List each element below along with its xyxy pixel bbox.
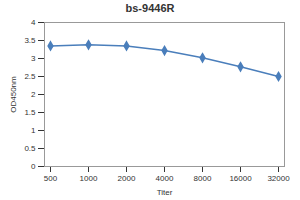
svg-text:0.5: 0.5 — [24, 144, 36, 153]
svg-text:Titer: Titer — [157, 188, 173, 197]
svg-text:1.5: 1.5 — [24, 108, 36, 117]
svg-text:4000: 4000 — [156, 174, 174, 183]
html-text:bs-9446R: bs-9446R — [125, 2, 175, 14]
svg-text:OD450nm: OD450nm — [9, 76, 18, 113]
svg-text:3: 3 — [31, 54, 36, 63]
svg-text:2.5: 2.5 — [24, 72, 36, 81]
svg-text:4: 4 — [31, 18, 36, 27]
svg-text:3.5: 3.5 — [24, 36, 36, 45]
svg-text:0: 0 — [31, 162, 36, 171]
svg-text:16000: 16000 — [229, 174, 252, 183]
svg-text:500: 500 — [44, 174, 58, 183]
svg-text:8000: 8000 — [194, 174, 212, 183]
svg-text:1000: 1000 — [80, 174, 98, 183]
svg-text:2: 2 — [31, 90, 36, 99]
svg-text:1: 1 — [31, 126, 36, 135]
svg-text:32000: 32000 — [267, 174, 290, 183]
svg-text:2000: 2000 — [118, 174, 136, 183]
